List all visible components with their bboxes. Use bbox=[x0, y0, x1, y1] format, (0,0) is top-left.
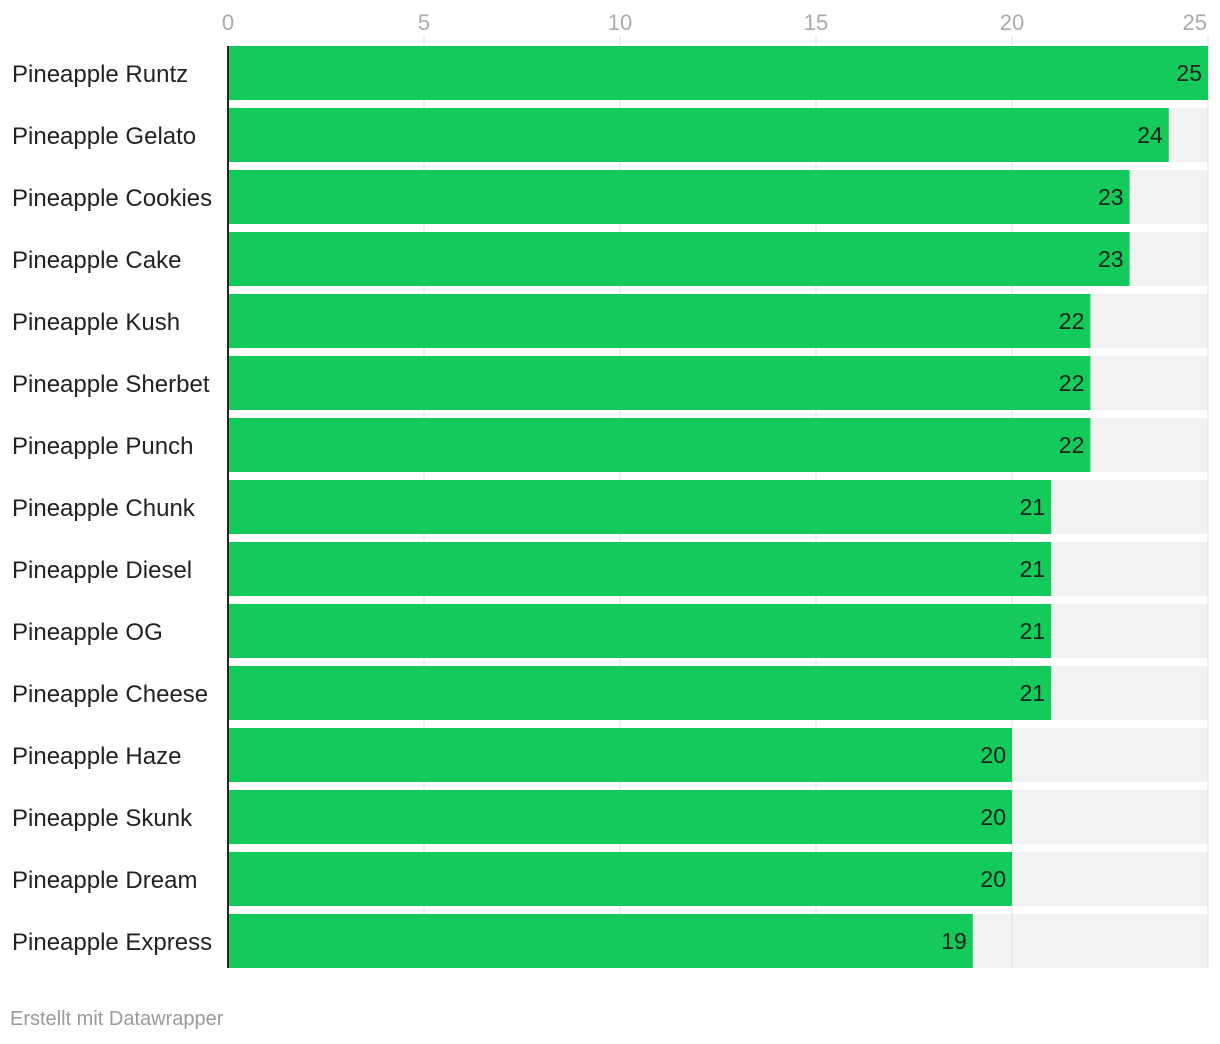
footer-credit: Erstellt mit Datawrapper bbox=[10, 1008, 224, 1030]
bar bbox=[228, 542, 1052, 596]
bar-value-label: 23 bbox=[1098, 246, 1124, 272]
bar bbox=[228, 232, 1130, 286]
bar-value-label: 21 bbox=[1020, 680, 1046, 706]
category-label: Pineapple Express bbox=[12, 929, 212, 956]
x-tick-label: 10 bbox=[608, 10, 632, 35]
bar bbox=[228, 914, 973, 968]
bar bbox=[228, 356, 1091, 410]
bar bbox=[228, 46, 1208, 100]
x-tick-label: 25 bbox=[1183, 10, 1207, 35]
x-axis-ticks: 0 5 10 15 20 25 bbox=[222, 10, 1207, 35]
bar-value-label: 21 bbox=[1020, 556, 1046, 582]
category-label: Pineapple Cake bbox=[12, 247, 181, 274]
bar bbox=[228, 108, 1169, 162]
bar bbox=[228, 418, 1091, 472]
bars bbox=[228, 46, 1208, 968]
bar bbox=[228, 480, 1052, 534]
bar-value-label: 21 bbox=[1020, 494, 1046, 520]
category-label: Pineapple Punch bbox=[12, 433, 193, 460]
x-tick-label: 5 bbox=[418, 10, 430, 35]
category-labels: Pineapple Runtz Pineapple Gelato Pineapple… bbox=[12, 61, 212, 956]
bar bbox=[228, 604, 1052, 658]
category-label: Pineapple Chunk bbox=[12, 495, 196, 522]
bar bbox=[228, 790, 1012, 844]
bar-chart: 25 24 23 23 22 22 22 21 21 21 21 20 20 20 19 Pineapple… bbox=[12, 10, 1209, 968]
value-labels: 25 24 23 23 22 22 22 21 21 21 21 20 20 20 19 bbox=[941, 60, 1202, 954]
bar-value-label: 19 bbox=[941, 928, 967, 954]
category-label: Pineapple Cookies bbox=[12, 185, 212, 212]
bar bbox=[228, 294, 1091, 348]
category-label: Pineapple Skunk bbox=[12, 805, 193, 832]
bar-value-label: 23 bbox=[1098, 184, 1124, 210]
category-label: Pineapple Haze bbox=[12, 743, 181, 770]
bar-value-label: 22 bbox=[1059, 308, 1085, 334]
bar-value-label: 22 bbox=[1059, 370, 1085, 396]
bar-value-label: 24 bbox=[1137, 122, 1163, 148]
x-tick-label: 15 bbox=[804, 10, 828, 35]
bar-value-label: 22 bbox=[1059, 432, 1085, 458]
bar-value-label: 20 bbox=[980, 866, 1006, 892]
bar-value-label: 21 bbox=[1020, 618, 1046, 644]
category-label: Pineapple Dream bbox=[12, 867, 197, 894]
bar bbox=[228, 852, 1012, 906]
category-label: Pineapple Cheese bbox=[12, 681, 208, 708]
category-label: Pineapple Runtz bbox=[12, 61, 188, 88]
category-label: Pineapple Kush bbox=[12, 309, 180, 336]
category-label: Pineapple OG bbox=[12, 619, 163, 646]
bar bbox=[228, 728, 1012, 782]
bar-value-label: 25 bbox=[1176, 60, 1202, 86]
bar-value-label: 20 bbox=[980, 804, 1006, 830]
category-label: Pineapple Sherbet bbox=[12, 371, 210, 398]
category-label: Pineapple Diesel bbox=[12, 557, 192, 584]
bar bbox=[228, 666, 1052, 720]
x-tick-label: 0 bbox=[222, 10, 234, 35]
bar bbox=[228, 170, 1130, 224]
bar-value-label: 20 bbox=[980, 742, 1006, 768]
x-tick-label: 20 bbox=[1000, 10, 1024, 35]
category-label: Pineapple Gelato bbox=[12, 123, 196, 150]
